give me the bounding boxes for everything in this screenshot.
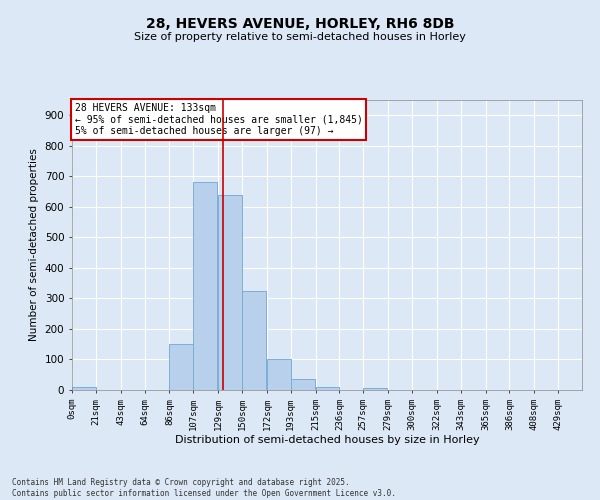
Y-axis label: Number of semi-detached properties: Number of semi-detached properties (29, 148, 39, 342)
Bar (242, 291, 266, 390)
Bar (363, 388, 387, 390)
Bar (218, 194, 242, 390)
Bar (291, 380, 314, 390)
Bar (267, 360, 291, 390)
Bar (316, 387, 340, 390)
Bar (72, 387, 96, 390)
Bar (193, 182, 217, 390)
Text: 28 HEVERS AVENUE: 133sqm
← 95% of semi-detached houses are smaller (1,845)
5% of: 28 HEVERS AVENUE: 133sqm ← 95% of semi-d… (74, 103, 362, 136)
Text: Contains HM Land Registry data © Crown copyright and database right 2025.
Contai: Contains HM Land Registry data © Crown c… (12, 478, 396, 498)
Text: 28, HEVERS AVENUE, HORLEY, RH6 8DB: 28, HEVERS AVENUE, HORLEY, RH6 8DB (146, 18, 454, 32)
Text: Size of property relative to semi-detached houses in Horley: Size of property relative to semi-detach… (134, 32, 466, 42)
X-axis label: Distribution of semi-detached houses by size in Horley: Distribution of semi-detached houses by … (175, 436, 479, 446)
Bar (169, 344, 193, 390)
